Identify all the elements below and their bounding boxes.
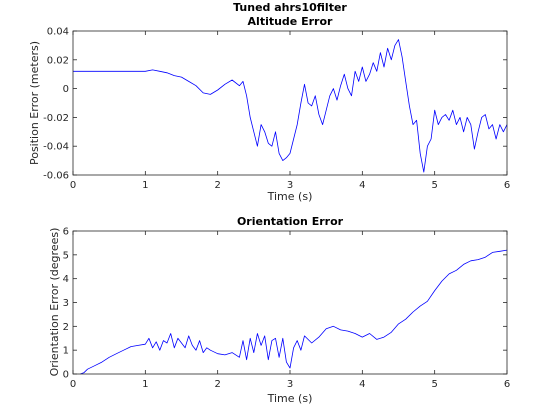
orientation-error-axes: Orientation Error Time (s) Orientation E… xyxy=(48,215,510,405)
altitude-y-tick-label: -0.06 xyxy=(43,171,69,182)
altitude-x-tick-label: 2 xyxy=(214,180,220,191)
altitude-x-tick-label: 1 xyxy=(142,180,148,191)
orientation-x-tick-label: 2 xyxy=(214,379,220,390)
altitude-x-tick-label: 4 xyxy=(359,180,365,191)
altitude-x-tick-label: 3 xyxy=(287,180,293,191)
altitude-y-axis-label: Position Error (meters) xyxy=(28,41,41,165)
orientation-line-layer xyxy=(80,249,508,375)
orientation-y-tick-label: 6 xyxy=(63,227,69,238)
orientation-y-tick-label: 0 xyxy=(63,370,69,381)
altitude-x-tick-label: 6 xyxy=(504,180,510,191)
orientation-y-tick-label: 5 xyxy=(63,250,69,261)
altitude-chart-title-line-2: Altitude Error xyxy=(248,15,333,28)
orientation-y-tick-label: 2 xyxy=(63,322,69,333)
altitude-error-axes: Tuned ahrs10filter Altitude Error Time (… xyxy=(28,1,510,203)
orientation-x-tick-label: 4 xyxy=(359,379,365,390)
altitude-plot-frame xyxy=(72,30,508,176)
altitude-x-axis-label: Time (s) xyxy=(267,190,313,203)
orientation-y-tick-label: 1 xyxy=(63,346,69,357)
altitude-chart-title-line-1: Tuned ahrs10filter xyxy=(233,1,347,14)
altitude-y-tick-label: 0.02 xyxy=(47,55,69,66)
altitude-y-tick-label: 0 xyxy=(63,84,69,95)
altitude-line-layer xyxy=(73,39,508,173)
altitude-y-tick-label: 0.04 xyxy=(47,27,69,38)
orientation-plot-frame xyxy=(72,230,508,375)
orientation-x-tick-label: 5 xyxy=(431,379,437,390)
orientation-x-tick-label: 6 xyxy=(504,379,510,390)
orientation-error-series-line xyxy=(80,249,508,375)
orientation-chart-title: Orientation Error xyxy=(237,215,344,228)
altitude-y-tick-label: -0.04 xyxy=(43,142,69,153)
altitude-tick-layer: 0 1 2 3 4 5 6 -0.06 -0.04 -0.02 0 0.02 0.04 xyxy=(43,27,510,192)
orientation-x-tick-label: 1 xyxy=(142,379,148,390)
altitude-y-tick-label: -0.02 xyxy=(43,113,69,124)
orientation-x-tick-label: 3 xyxy=(287,379,293,390)
orientation-y-tick-label: 4 xyxy=(63,274,69,285)
altitude-x-tick-label: 0 xyxy=(70,180,76,191)
orientation-x-tick-label: 0 xyxy=(70,379,76,390)
altitude-x-tick-label: 5 xyxy=(431,180,437,191)
orientation-y-axis-label: Orientation Error (degrees) xyxy=(48,228,61,377)
orientation-y-tick-label: 3 xyxy=(63,298,69,309)
orientation-x-axis-label: Time (s) xyxy=(267,392,313,405)
altitude-error-series-line xyxy=(73,39,508,173)
